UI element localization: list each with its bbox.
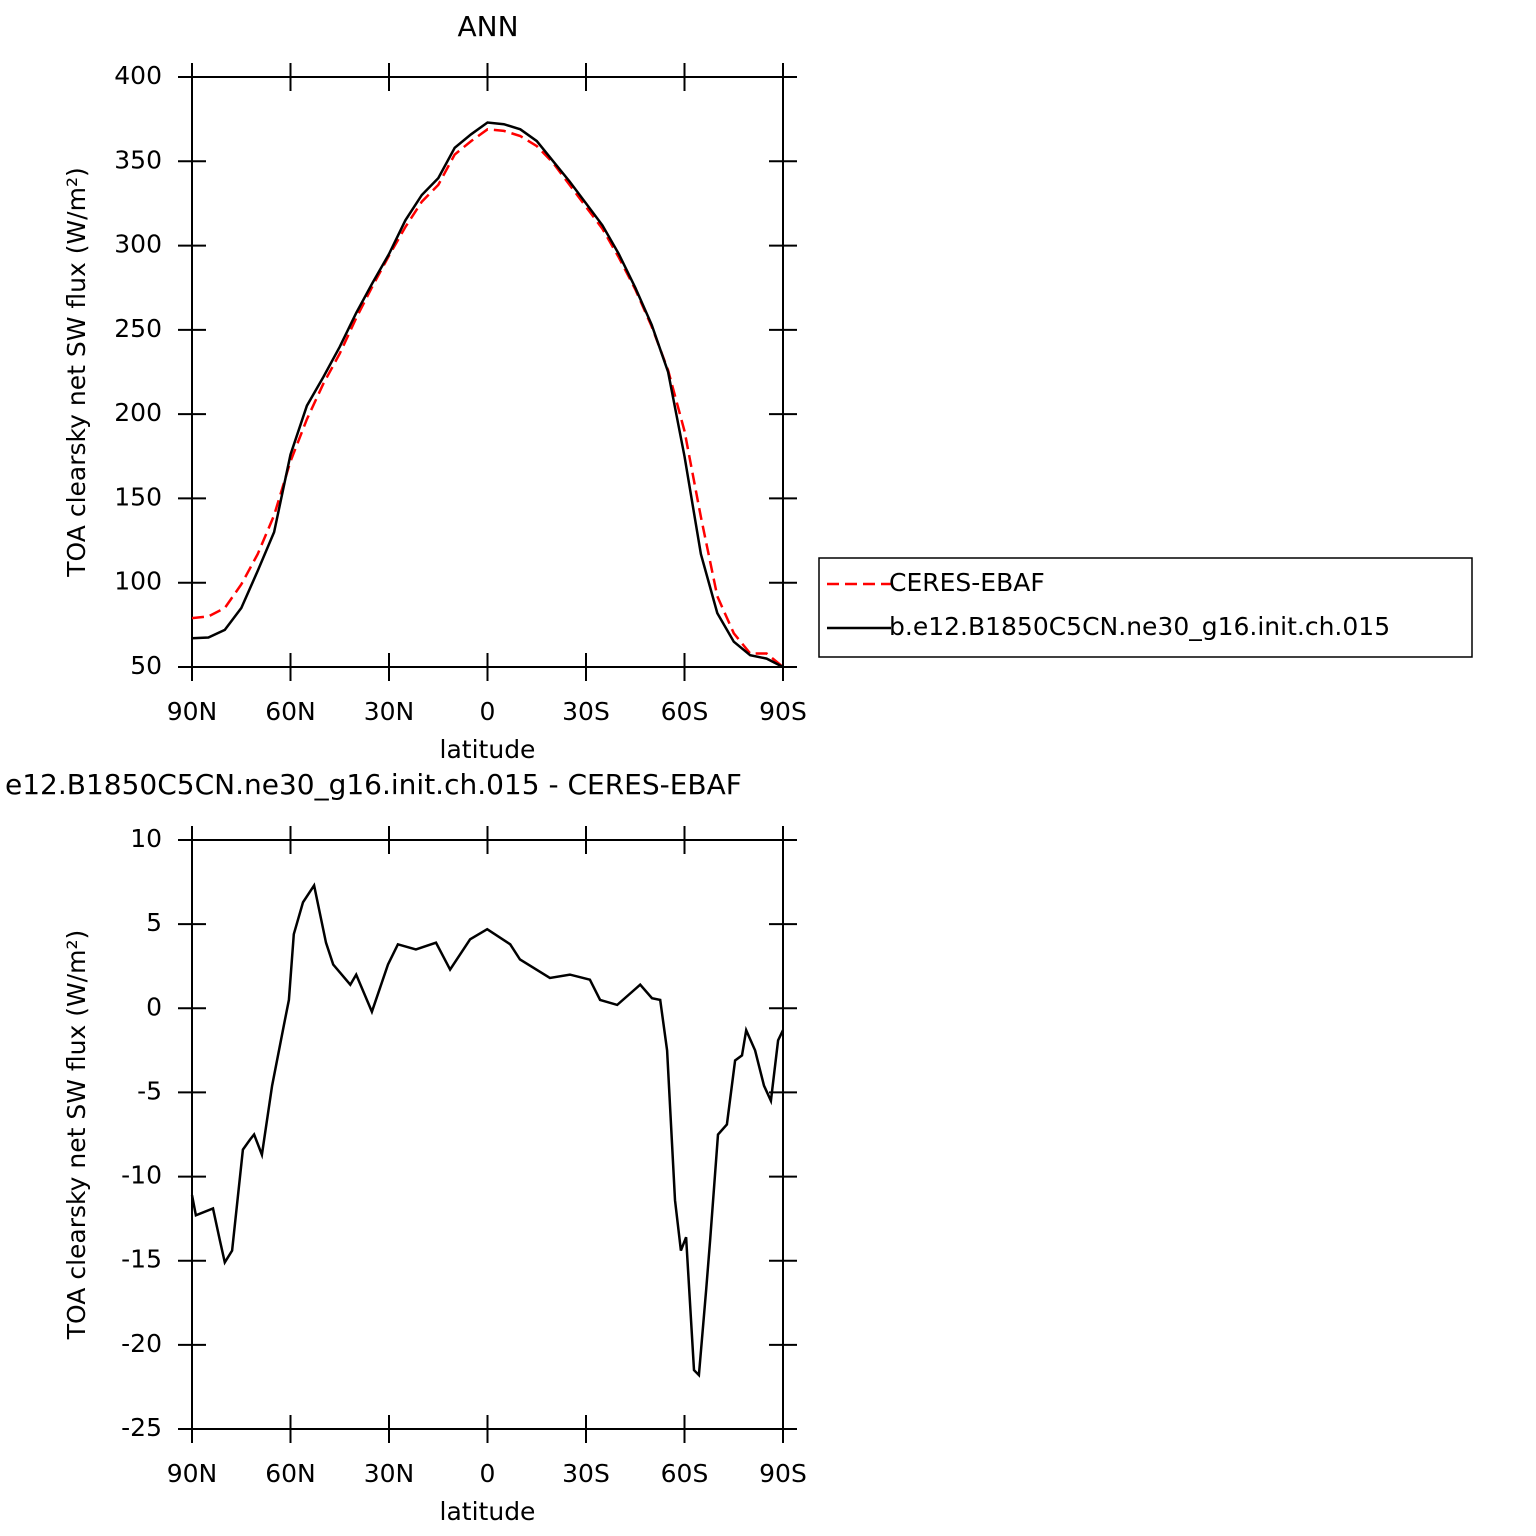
y-tick-label: 50 [130, 651, 162, 680]
x-tick-label: 90S [759, 697, 807, 726]
y-tick-label: -25 [121, 1413, 162, 1442]
y-tick-label: 0 [146, 992, 162, 1021]
y-tick-label: -10 [121, 1161, 162, 1190]
x-tick-label: 90S [759, 1459, 807, 1488]
x-tick-label: 30S [562, 1459, 610, 1488]
data-line [191, 121, 784, 669]
y-tick-label: -20 [121, 1329, 162, 1358]
plot-frame [191, 839, 784, 1430]
y-tick-label: -15 [121, 1245, 162, 1274]
y-tick-label: 350 [114, 145, 162, 174]
x-tick-label: 30N [364, 1459, 415, 1488]
data-line [191, 128, 784, 668]
x-tick-label: 60S [661, 1459, 709, 1488]
y-tick-label: 150 [114, 482, 162, 511]
x-tick-label: 0 [480, 1459, 496, 1488]
x-tick-label: 30S [562, 697, 610, 726]
x-tick-label: 60N [265, 697, 316, 726]
x-tick-label: 90N [167, 697, 218, 726]
y-tick-label: 300 [114, 230, 162, 259]
x-tick-label: 90N [167, 1459, 218, 1488]
legend-label: b.e12.B1850C5CN.ne30_g16.init.ch.015 [889, 612, 1390, 641]
x-axis-label: latitude [440, 735, 536, 764]
x-tick-label: 60S [661, 697, 709, 726]
y-tick-label: 200 [114, 398, 162, 427]
x-axis-label: latitude [440, 1497, 536, 1526]
legend-box [818, 557, 1473, 658]
x-tick-label: 30N [364, 697, 415, 726]
y-tick-label: -5 [137, 1076, 162, 1105]
chart-title: e12.B1850C5CN.ne30_g16.init.ch.015 - CER… [5, 768, 742, 801]
y-axis-label: TOA clearsky net SW flux (W/m²) [62, 930, 91, 1340]
y-tick-label: 10 [130, 824, 162, 853]
y-tick-label: 400 [114, 61, 162, 90]
y-tick-label: 250 [114, 314, 162, 343]
legend-label: CERES-EBAF [889, 568, 1045, 597]
plot-frame [191, 76, 784, 668]
x-tick-label: 60N [265, 1459, 316, 1488]
y-tick-label: 5 [146, 908, 162, 937]
y-axis-label: TOA clearsky net SW flux (W/m²) [62, 167, 91, 577]
x-tick-label: 0 [480, 697, 496, 726]
chart-title: ANN [457, 10, 518, 43]
y-tick-label: 100 [114, 567, 162, 596]
data-line [190, 882, 785, 1378]
